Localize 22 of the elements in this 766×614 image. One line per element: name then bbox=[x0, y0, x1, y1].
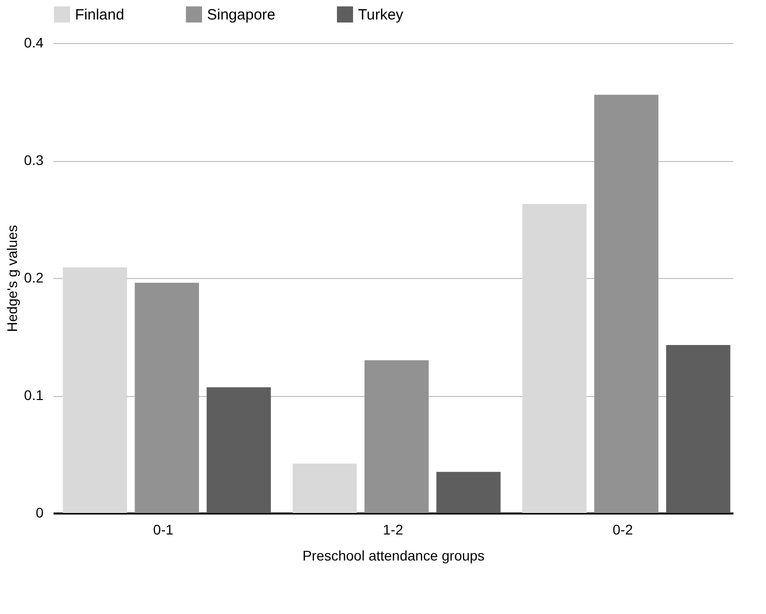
y-tick-label: 0.1 bbox=[24, 387, 44, 403]
x-tick-label: 0-1 bbox=[153, 522, 174, 538]
bar bbox=[134, 282, 199, 513]
legend-label: Turkey bbox=[358, 6, 404, 24]
x-tick-label: 0-2 bbox=[612, 522, 634, 538]
bar bbox=[364, 360, 429, 513]
bar bbox=[436, 472, 501, 513]
y-tick-label: 0.2 bbox=[24, 270, 44, 286]
x-tick-label: 1-2 bbox=[382, 522, 404, 538]
bar bbox=[206, 387, 271, 513]
bar bbox=[62, 267, 128, 513]
y-axis-title: Hedge's g values bbox=[4, 225, 20, 332]
legend-label: Finland bbox=[75, 6, 124, 24]
bar bbox=[522, 204, 587, 513]
x-axis-title: Preschool attendance groups bbox=[302, 548, 485, 564]
legend-label: Singapore bbox=[207, 6, 276, 24]
y-tick-label: 0.4 bbox=[24, 34, 44, 50]
y-tick-label: 0 bbox=[36, 504, 44, 520]
bar bbox=[292, 464, 357, 513]
bar bbox=[594, 94, 658, 513]
bar bbox=[666, 344, 730, 513]
y-tick-label: 0.3 bbox=[24, 152, 44, 168]
